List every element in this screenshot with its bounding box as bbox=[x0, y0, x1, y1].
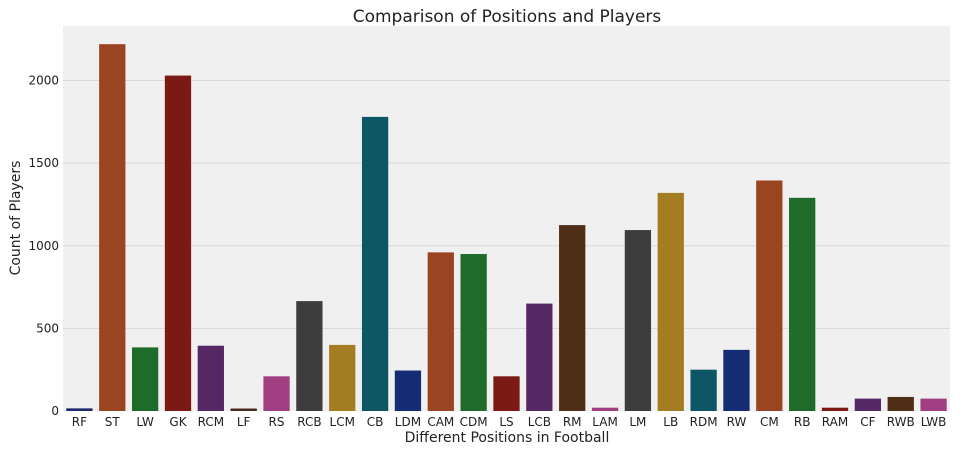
bar-cam bbox=[427, 252, 454, 411]
x-tick-label: CB bbox=[367, 415, 384, 429]
chart-title: Comparison of Positions and Players bbox=[353, 7, 662, 27]
bar-gk bbox=[164, 75, 192, 412]
bar-cf bbox=[854, 398, 882, 411]
x-tick-label: RWB bbox=[887, 415, 915, 429]
x-tick-label: RB bbox=[794, 415, 811, 429]
x-tick-label: LB bbox=[663, 415, 678, 429]
x-tick-label: RW bbox=[727, 415, 747, 429]
bar-lm bbox=[624, 230, 652, 411]
bar-lb bbox=[657, 192, 684, 411]
bar-lcb bbox=[526, 303, 553, 411]
bar-lf bbox=[230, 408, 257, 411]
x-tick-label: CF bbox=[860, 415, 875, 429]
x-tick-label: RF bbox=[72, 415, 87, 429]
x-tick-label: LDM bbox=[395, 415, 421, 429]
bar-rwb bbox=[887, 396, 914, 411]
x-tick-label: LW bbox=[136, 415, 154, 429]
bar-rcm bbox=[197, 345, 224, 411]
x-tick-label: LCB bbox=[528, 415, 551, 429]
bar-lw bbox=[131, 347, 159, 411]
y-tick-label: 2000 bbox=[28, 74, 59, 88]
x-tick-label: RDM bbox=[690, 415, 718, 429]
y-tick-label: 1500 bbox=[28, 156, 59, 170]
y-axis-label: Count of Players bbox=[8, 161, 24, 276]
x-tick-label: ST bbox=[105, 415, 121, 429]
x-tick-label: LM bbox=[629, 415, 646, 429]
x-tick-label: RS bbox=[269, 415, 285, 429]
x-tick-label: GK bbox=[169, 415, 187, 429]
bar-lwb bbox=[920, 398, 947, 411]
bar-cdm bbox=[460, 254, 487, 411]
bar-rs bbox=[263, 376, 290, 411]
bar-cm bbox=[756, 180, 783, 411]
x-tick-label: CDM bbox=[460, 415, 488, 429]
x-tick-label: LCM bbox=[330, 415, 355, 429]
x-tick-label: LS bbox=[499, 415, 513, 429]
bar-rcb bbox=[296, 301, 323, 411]
bar-cb bbox=[361, 116, 389, 412]
bar-ram bbox=[821, 407, 849, 411]
x-tick-label: LWB bbox=[921, 415, 947, 429]
x-tick-label: CAM bbox=[427, 415, 454, 429]
y-axis-ticks: 0 500 1000 1500 2000 bbox=[28, 74, 59, 418]
y-tick-label: 0 bbox=[51, 404, 59, 418]
bar-rb bbox=[789, 197, 816, 411]
y-tick-label: 1000 bbox=[28, 239, 59, 253]
bar-ls bbox=[493, 376, 520, 411]
bar-rf bbox=[66, 408, 93, 411]
x-axis-label: Different Positions in Football bbox=[405, 430, 610, 446]
bar-rdm bbox=[690, 369, 717, 411]
bar-rw bbox=[723, 349, 750, 411]
bar-ldm bbox=[394, 370, 422, 411]
x-tick-label: RCM bbox=[198, 415, 224, 429]
bar-rm bbox=[559, 225, 586, 411]
x-tick-label: RCB bbox=[297, 415, 321, 429]
bar-st bbox=[99, 44, 126, 411]
x-axis-ticks: RF ST LW GK RCM LF RS RCB LCM CB LDM CAM CDM LS LCB RM L… bbox=[72, 415, 947, 429]
x-tick-label: LF bbox=[237, 415, 251, 429]
x-tick-label: RM bbox=[563, 415, 582, 429]
bar-lcm bbox=[329, 344, 356, 411]
x-tick-label: RAM bbox=[822, 415, 848, 429]
bar-lam bbox=[591, 407, 619, 411]
x-tick-label: CM bbox=[760, 415, 779, 429]
plot-background bbox=[63, 26, 950, 411]
y-tick-label: 500 bbox=[36, 321, 59, 335]
x-tick-label: LAM bbox=[592, 415, 618, 429]
bars bbox=[66, 44, 947, 412]
